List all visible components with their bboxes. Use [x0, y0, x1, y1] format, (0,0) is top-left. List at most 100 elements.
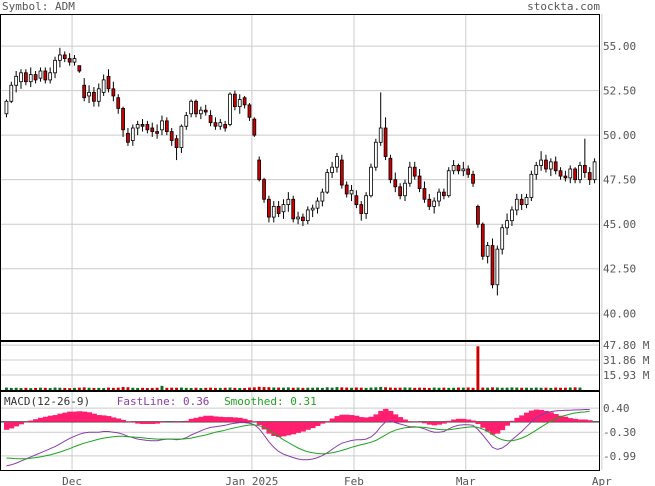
volume-bar	[320, 387, 324, 390]
macd-histogram-bar	[242, 418, 248, 422]
site-label: stockta.com	[527, 0, 600, 13]
macd-histogram-bar	[91, 413, 97, 422]
macd-histogram-bar	[494, 421, 501, 434]
volume-bar	[374, 387, 378, 390]
volume-bar	[345, 387, 349, 390]
candle-body	[87, 91, 91, 97]
macd-histogram-bar	[441, 421, 447, 424]
candle-body	[213, 122, 218, 127]
candle-body	[393, 179, 398, 188]
macd-histogram-bar	[349, 415, 355, 422]
volume-bar	[262, 387, 266, 390]
volume-bar	[515, 387, 519, 390]
volume-bar	[43, 387, 47, 390]
macd-tick-label: 0.40	[603, 402, 630, 415]
candle-body	[558, 170, 563, 177]
volume-bar	[442, 387, 446, 390]
fastline-series	[6, 409, 590, 467]
candle-body	[101, 79, 106, 93]
macd-histogram-bar	[562, 416, 569, 422]
volume-tick-label: 31.86 M	[603, 354, 650, 367]
candle-body	[155, 131, 159, 134]
volume-bar	[223, 387, 227, 390]
volume-tick-label: 15.93 M	[603, 369, 650, 382]
volume-bar	[199, 388, 203, 390]
volume-bar	[427, 387, 431, 390]
candle-body	[145, 124, 150, 131]
candle-body	[446, 170, 451, 197]
macd-histogram-bar	[57, 413, 63, 422]
macd-histogram-bar	[392, 414, 399, 422]
price-panel	[4, 47, 597, 296]
macd-histogram-bar	[436, 421, 442, 425]
candle-body	[262, 179, 266, 200]
volume-bar	[359, 387, 363, 390]
volume-bar	[204, 387, 208, 390]
candle-body	[544, 159, 548, 170]
candle-body	[529, 173, 534, 198]
candle-body	[77, 65, 82, 72]
volume-bar	[24, 387, 28, 390]
candle-body	[121, 108, 125, 131]
macd-histogram-bar	[135, 421, 141, 424]
macd-histogram-bar	[426, 421, 433, 425]
macd-histogram-bar	[538, 409, 545, 422]
candle-body	[150, 127, 155, 132]
macd-histogram-bar	[193, 417, 199, 422]
candle-body	[519, 198, 524, 206]
price-tick-label: 52.50	[603, 85, 636, 98]
x-tick-label: Jan 2025	[225, 475, 278, 486]
macd-histogram-bar	[208, 415, 214, 422]
macd-histogram-bar	[188, 418, 195, 422]
candle-body	[359, 204, 364, 214]
candle-body	[587, 172, 592, 181]
volume-bar	[53, 387, 57, 390]
candle-body	[257, 159, 262, 181]
candle-body	[582, 165, 587, 173]
macd-histogram-bar	[504, 421, 511, 426]
volume-bar	[272, 387, 276, 390]
macd-histogram-bar	[198, 416, 204, 422]
candle-body	[456, 165, 461, 172]
panel-border	[0, 341, 600, 391]
volume-bar	[534, 387, 538, 390]
candle-body	[408, 166, 412, 184]
candle-body	[480, 223, 485, 257]
volume-bar	[257, 386, 261, 390]
volume-bar	[311, 387, 315, 390]
macd-histogram-bar	[106, 416, 112, 422]
candle-body	[111, 88, 116, 97]
macd-histogram-bar	[387, 410, 394, 422]
volume-bar	[466, 387, 470, 390]
volume-bar	[286, 387, 290, 390]
candle-body	[38, 70, 43, 79]
volume-bar	[413, 387, 417, 390]
candle-body	[24, 72, 28, 83]
volume-bar	[92, 387, 96, 390]
candle-body	[315, 200, 320, 209]
candle-body	[62, 54, 67, 59]
volume-bar	[330, 387, 334, 390]
candle-body	[330, 166, 334, 173]
volume-bar	[418, 387, 422, 390]
macd-histogram-bar	[499, 421, 506, 431]
candle-body	[53, 59, 57, 74]
candle-body	[378, 127, 383, 143]
macd-histogram-bar	[154, 421, 161, 424]
volume-bar	[165, 387, 169, 390]
volume-bar	[500, 387, 504, 390]
candle-body	[432, 200, 437, 207]
candle-body	[237, 99, 242, 108]
candle-body	[369, 166, 373, 197]
candle-body	[72, 58, 77, 63]
macd-histogram-bar	[28, 420, 34, 422]
macd-histogram-bar	[174, 421, 180, 423]
candle-body	[325, 172, 330, 193]
macd-histogram-bar	[149, 421, 156, 424]
volume-bar	[184, 387, 188, 390]
volume-bar	[393, 387, 397, 390]
volume-bar	[316, 387, 319, 390]
macd-histogram-bar	[383, 408, 389, 422]
candle-body	[281, 204, 286, 213]
